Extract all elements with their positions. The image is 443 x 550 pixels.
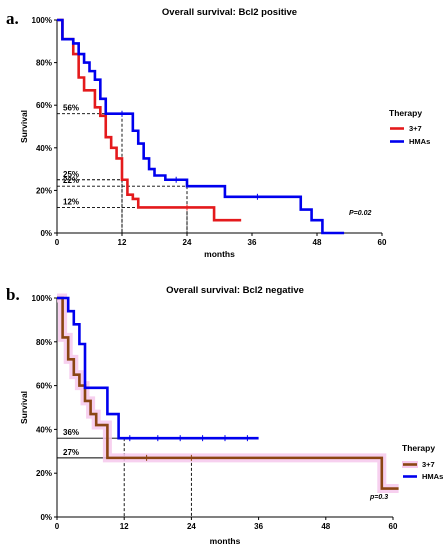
- x-tick-label: 60: [389, 522, 398, 531]
- y-tick-label: 20%: [36, 186, 52, 195]
- x-tick-label: 0: [55, 522, 60, 531]
- chart-bcl2-positive: Overall survival: Bcl2 positive 0% 20% 40% 6…: [19, 7, 430, 259]
- series-line-HMAs: [57, 18, 345, 235]
- legend-title: Therapy: [389, 108, 422, 118]
- x-axis-label: months: [210, 536, 241, 546]
- x-tick-label: 0: [55, 238, 60, 247]
- series-line-3+7: [57, 18, 242, 222]
- series-line-HMAs: [57, 296, 259, 440]
- percent-annotation: 25%: [63, 170, 79, 179]
- x-tick-label: 48: [313, 238, 322, 247]
- y-tick-label: 20%: [36, 469, 52, 478]
- legend: Therapy 3+7 HMAs: [389, 108, 430, 146]
- y-tick-label: 60%: [36, 382, 52, 391]
- chart-bcl2-negative: Overall survival: Bcl2 negative 0% 20% 40% 6…: [19, 285, 443, 546]
- y-tick-label: 40%: [36, 144, 52, 153]
- y-axis-label: Survival: [19, 110, 29, 143]
- chart-title: Overall survival: Bcl2 positive: [162, 7, 297, 18]
- y-tick-label: 100%: [32, 294, 52, 303]
- percent-annotation: 12%: [63, 197, 79, 206]
- panel-letter-a: a.: [6, 9, 19, 28]
- chart-title: Overall survival: Bcl2 negative: [166, 285, 304, 296]
- reference-lines: [57, 113, 188, 233]
- legend-label: 3+7: [409, 124, 422, 133]
- x-tick-label: 24: [183, 238, 192, 247]
- percent-annotation: 27%: [63, 448, 79, 457]
- legend-label: HMAs: [409, 137, 430, 146]
- panel-letter-b: b.: [6, 285, 20, 304]
- percent-annotation: 56%: [63, 104, 79, 113]
- x-tick-label: 60: [378, 238, 387, 247]
- x-tick-label: 12: [118, 238, 127, 247]
- y-tick-label: 80%: [36, 338, 52, 347]
- x-tick-label: 36: [254, 522, 263, 531]
- y-tick-label: 80%: [36, 59, 52, 68]
- y-tick-label: 60%: [36, 101, 52, 110]
- p-value: p=0.3: [369, 494, 388, 501]
- y-tick-label: 0%: [40, 513, 52, 522]
- y-tick-label: 100%: [32, 16, 52, 25]
- x-tick-label: 36: [248, 238, 257, 247]
- series-line-3+7: [57, 296, 399, 490]
- legend-label: 3+7: [422, 460, 435, 469]
- y-axis-label: Survival: [19, 391, 29, 424]
- y-tick-label: 40%: [36, 425, 52, 434]
- legend-label: HMAs: [422, 472, 443, 481]
- y-tick-label: 0%: [40, 229, 52, 238]
- percent-annotation: 22%: [63, 176, 79, 185]
- x-tick-label: 12: [120, 522, 129, 531]
- legend: Therapy 3+7 HMAs: [402, 443, 443, 481]
- x-tick-label: 24: [187, 522, 196, 531]
- x-tick-label: 48: [321, 522, 330, 531]
- legend-title: Therapy: [402, 443, 435, 453]
- p-value: P=0.02: [349, 210, 371, 217]
- x-axis-label: months: [204, 249, 235, 259]
- percent-annotation: 36%: [63, 428, 79, 437]
